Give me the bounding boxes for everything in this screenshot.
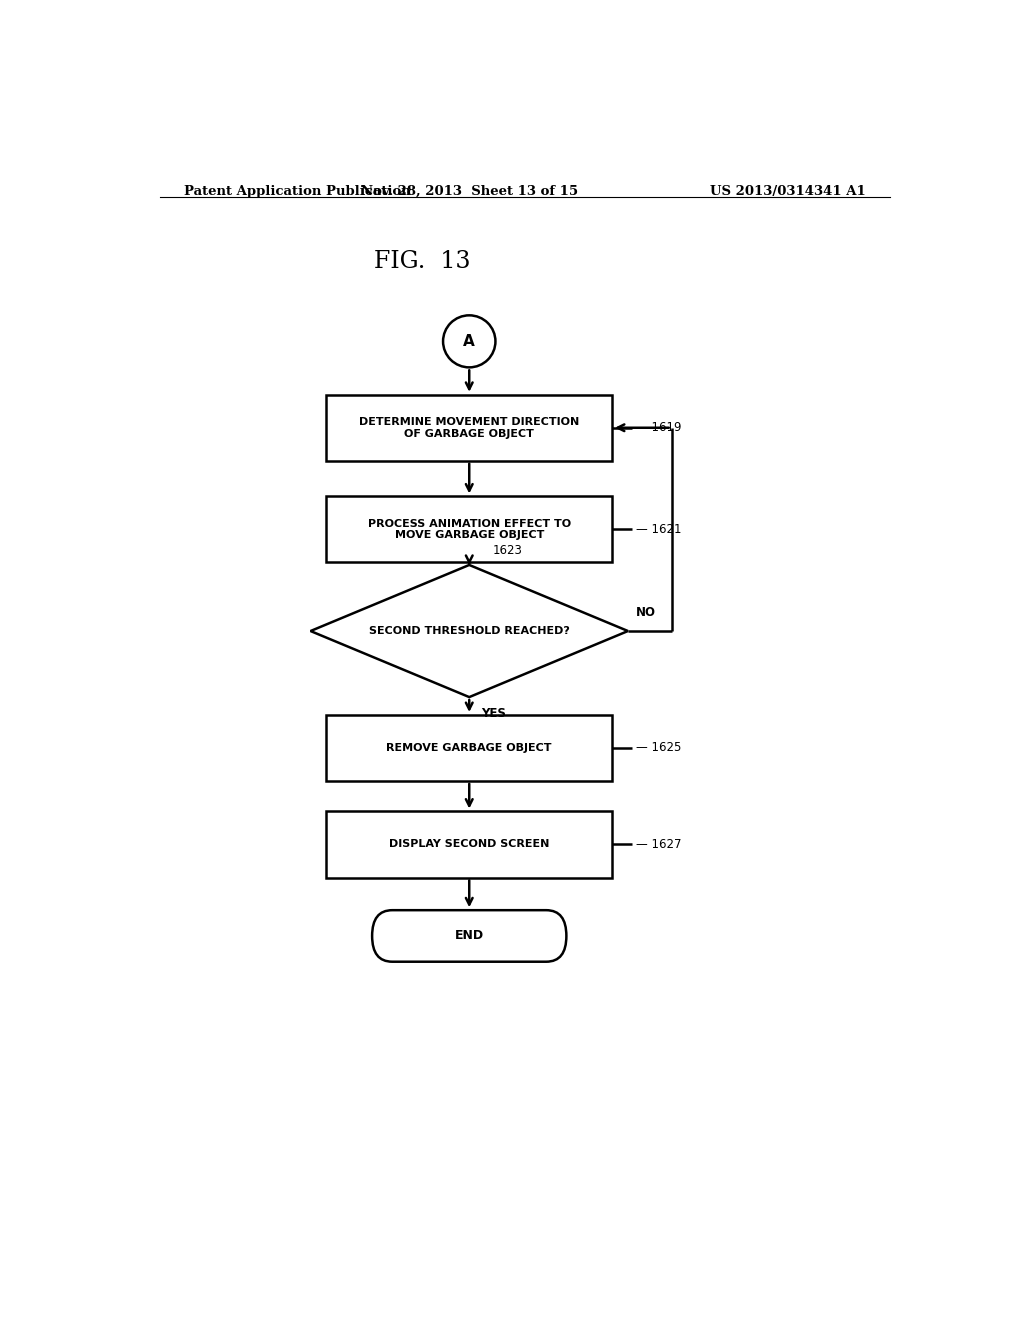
Text: — 1619: — 1619	[636, 421, 681, 434]
Text: — 1621: — 1621	[636, 523, 681, 536]
Polygon shape	[310, 565, 628, 697]
FancyBboxPatch shape	[372, 911, 566, 962]
FancyBboxPatch shape	[327, 496, 612, 562]
Text: NO: NO	[636, 606, 656, 619]
FancyBboxPatch shape	[327, 812, 612, 878]
Ellipse shape	[443, 315, 496, 367]
Text: A: A	[464, 334, 475, 348]
Text: — 1627: — 1627	[636, 838, 681, 851]
Text: US 2013/0314341 A1: US 2013/0314341 A1	[711, 185, 866, 198]
Text: PROCESS ANIMATION EFFECT TO
MOVE GARBAGE OBJECT: PROCESS ANIMATION EFFECT TO MOVE GARBAGE…	[368, 519, 570, 540]
FancyBboxPatch shape	[327, 395, 612, 461]
Text: DETERMINE MOVEMENT DIRECTION
OF GARBAGE OBJECT: DETERMINE MOVEMENT DIRECTION OF GARBAGE …	[359, 417, 580, 438]
Text: END: END	[455, 929, 483, 942]
FancyBboxPatch shape	[327, 715, 612, 781]
Text: — 1625: — 1625	[636, 742, 681, 755]
Text: Nov. 28, 2013  Sheet 13 of 15: Nov. 28, 2013 Sheet 13 of 15	[360, 185, 578, 198]
Text: REMOVE GARBAGE OBJECT: REMOVE GARBAGE OBJECT	[386, 743, 552, 752]
Text: YES: YES	[481, 708, 506, 721]
Text: Patent Application Publication: Patent Application Publication	[183, 185, 411, 198]
Text: DISPLAY SECOND SCREEN: DISPLAY SECOND SCREEN	[389, 840, 550, 850]
Text: 1623: 1623	[494, 544, 523, 557]
Text: FIG.  13: FIG. 13	[374, 249, 470, 273]
Text: SECOND THRESHOLD REACHED?: SECOND THRESHOLD REACHED?	[369, 626, 569, 636]
